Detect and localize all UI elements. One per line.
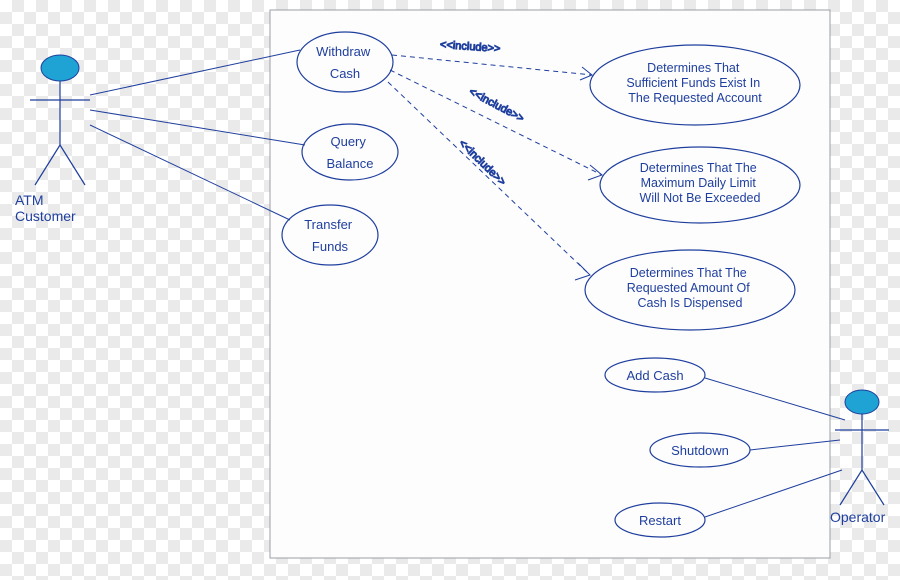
svg-text:ATM Customer: ATM Customer	[15, 192, 76, 224]
actor-operator-label: Operator	[830, 509, 886, 525]
usecase-sufficient-funds: Determines That Sufficient Funds Exist I…	[590, 45, 800, 125]
actor-atm-customer: ATM Customer	[15, 55, 90, 224]
svg-text:Add Cash: Add Cash	[626, 368, 683, 383]
usecase-daily-limit: Determines That The Maximum Daily Limit …	[600, 147, 800, 223]
svg-text:Determines That The Requ: Determines That The Requested Amount Of …	[627, 266, 753, 310]
svg-text:Determines That The Maxi: Determines That The Maximum Daily Limit …	[640, 161, 761, 205]
actor-customer-label-1: ATM	[15, 192, 44, 208]
svg-text:Restart: Restart	[639, 513, 681, 528]
usecase-cash-dispensed: Determines That The Requested Amount Of …	[585, 250, 795, 330]
actor-customer-label-2: Customer	[15, 208, 76, 224]
use-case-diagram: <<include>> <<include>> <<include>> ATM …	[0, 0, 900, 580]
actor-operator: Operator	[830, 390, 889, 525]
svg-text:Shutdown: Shutdown	[671, 443, 729, 458]
